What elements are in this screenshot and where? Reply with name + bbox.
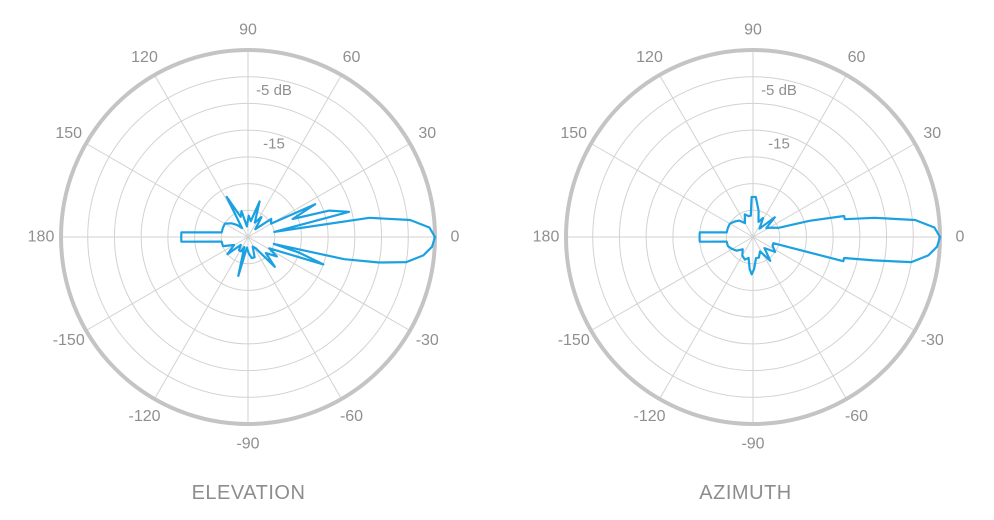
angle-tick-label: -60 xyxy=(340,408,363,425)
angle-tick-label: 30 xyxy=(923,125,941,142)
radial-tick-label: -5 dB xyxy=(761,82,797,99)
radiation-pattern-line xyxy=(180,195,437,277)
grid-spoke xyxy=(590,236,754,331)
grid-spoke xyxy=(85,143,249,238)
grid-spoke xyxy=(752,74,847,238)
radial-tick-label: -15 xyxy=(263,136,285,153)
angle-tick-label: 150 xyxy=(55,125,82,142)
angle-tick-label: 180 xyxy=(533,229,560,246)
azimuth-polar-chart: 90 60 30 0 -30 -60 -90 -120 -150 180 150 120 -5 dB -1… xyxy=(533,22,965,453)
elevation-polar-chart: 90 60 30 0 -30 -60 -90 -120 -150 180 150 120 -5 dB -1… xyxy=(28,22,460,453)
angle-tick-label: -90 xyxy=(236,436,259,453)
grid-spoke xyxy=(752,236,916,331)
grid-spoke xyxy=(659,74,754,238)
angle-tick-label: -120 xyxy=(633,408,665,425)
angle-tick-label: 0 xyxy=(451,229,460,246)
elevation-chart-title: ELEVATION xyxy=(191,482,306,504)
angle-tick-label: 120 xyxy=(131,49,158,66)
radial-tick-label: -15 xyxy=(768,136,790,153)
angle-tick-label: -150 xyxy=(53,332,85,349)
grid-spoke xyxy=(247,236,342,400)
grid-spoke xyxy=(85,236,249,331)
angle-tick-label: 30 xyxy=(418,125,436,142)
grid-spoke xyxy=(752,143,916,238)
grid-spoke xyxy=(590,143,754,238)
angle-tick-label: -90 xyxy=(741,436,764,453)
angle-tick-label: -60 xyxy=(845,408,868,425)
angle-tick-label: 120 xyxy=(636,49,663,66)
angle-tick-label: -150 xyxy=(558,332,590,349)
angle-tick-label: 180 xyxy=(28,229,55,246)
angle-tick-label: 60 xyxy=(343,49,361,66)
azimuth-chart-panel: 90 60 30 0 -30 -60 -90 -120 -150 180 150 120 -5 dB -1… xyxy=(497,0,994,520)
radiation-pattern-line xyxy=(698,195,942,276)
angle-tick-label: -30 xyxy=(921,332,944,349)
angle-tick-label: 90 xyxy=(239,22,257,39)
grid-spoke xyxy=(154,236,249,400)
grid-spoke xyxy=(659,236,754,400)
angle-tick-label: -120 xyxy=(128,408,160,425)
elevation-chart-panel: 90 60 30 0 -30 -60 -90 -120 -150 180 150 120 -5 dB -1… xyxy=(28,22,460,505)
grid-spoke xyxy=(752,236,847,400)
azimuth-chart-title: AZIMUTH xyxy=(699,482,792,504)
grid-spoke xyxy=(247,74,342,238)
radial-tick-label: -5 dB xyxy=(256,82,292,99)
grid-spoke xyxy=(247,236,411,331)
angle-tick-label: 0 xyxy=(956,229,965,246)
angle-tick-label: 90 xyxy=(744,22,762,39)
angle-tick-label: 60 xyxy=(848,49,866,66)
angle-tick-label: 150 xyxy=(560,125,587,142)
angle-tick-label: -30 xyxy=(416,332,439,349)
